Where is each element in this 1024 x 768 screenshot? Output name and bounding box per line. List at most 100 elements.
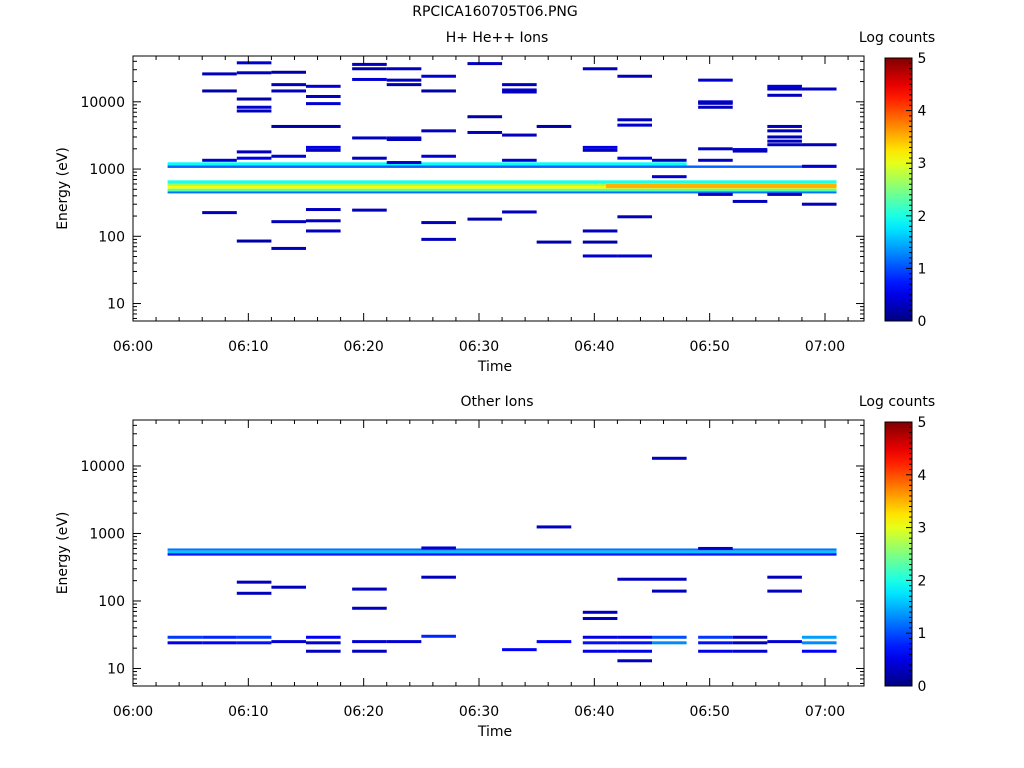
colorbar-tick-label: 0 bbox=[918, 679, 927, 695]
data-cell bbox=[306, 84, 341, 88]
x-tick-label: 06:30 bbox=[459, 339, 499, 355]
data-band bbox=[167, 185, 837, 189]
data-cell bbox=[271, 124, 306, 128]
data-cell bbox=[236, 150, 272, 154]
data-cell bbox=[698, 78, 733, 82]
data-cell bbox=[767, 143, 802, 147]
x-tick-label: 06:40 bbox=[574, 704, 614, 720]
data-cell bbox=[582, 240, 618, 244]
panel-title: H+ He++ Ions bbox=[446, 30, 549, 46]
data-cell bbox=[271, 220, 306, 224]
data-cell bbox=[236, 109, 272, 113]
data-cell bbox=[236, 156, 272, 160]
data-cell bbox=[582, 229, 618, 233]
data-cell bbox=[617, 254, 652, 258]
data-cell bbox=[421, 634, 456, 638]
x-tick-label: 06:00 bbox=[113, 704, 153, 720]
data-cell bbox=[167, 635, 203, 639]
data-cell bbox=[202, 211, 237, 215]
data-band bbox=[167, 188, 837, 192]
data-cell bbox=[202, 158, 237, 162]
data-cell bbox=[536, 640, 572, 644]
data-cell bbox=[652, 577, 687, 581]
figure-title: RPCICA160705T06.PNG bbox=[412, 4, 578, 20]
x-tick-label: 06:10 bbox=[228, 339, 268, 355]
data-cell bbox=[236, 641, 272, 645]
data-cell bbox=[767, 192, 802, 196]
x-tick-label: 06:20 bbox=[343, 339, 383, 355]
colorbar-tick-label: 2 bbox=[918, 573, 927, 589]
data-cell bbox=[732, 649, 768, 653]
data-cell bbox=[617, 635, 652, 639]
data-cell bbox=[698, 158, 733, 162]
data-cell bbox=[306, 635, 341, 639]
data-cell bbox=[386, 136, 422, 140]
data-cell bbox=[421, 129, 456, 133]
data-cell bbox=[271, 89, 306, 93]
x-tick-label: 06:30 bbox=[459, 704, 499, 720]
x-tick-label: 07:00 bbox=[805, 339, 845, 355]
data-cell bbox=[652, 175, 687, 179]
data-cell bbox=[617, 156, 652, 160]
data-cell bbox=[617, 649, 652, 653]
data-cell bbox=[236, 97, 272, 101]
data-band bbox=[167, 548, 837, 551]
data-cell bbox=[306, 229, 341, 233]
data-cell bbox=[421, 575, 456, 579]
data-cell bbox=[698, 192, 733, 196]
data-cell bbox=[767, 139, 802, 143]
data-cell bbox=[732, 148, 768, 152]
colorbar-tick-label: 2 bbox=[918, 209, 927, 225]
data-cell bbox=[617, 74, 652, 78]
x-tick-label: 06:50 bbox=[689, 704, 729, 720]
data-cell bbox=[386, 83, 422, 87]
colorbar-tick-label: 4 bbox=[918, 468, 927, 484]
data-cell bbox=[652, 158, 687, 162]
data-cell bbox=[617, 123, 652, 127]
data-cell bbox=[306, 219, 341, 223]
data-cell bbox=[617, 641, 652, 645]
data-cell bbox=[801, 641, 837, 645]
data-cell bbox=[386, 138, 422, 142]
data-cell bbox=[352, 77, 387, 81]
data-cell bbox=[582, 254, 618, 258]
data-cell bbox=[617, 215, 652, 219]
y-axis-label: Energy (eV) bbox=[55, 512, 71, 595]
data-cell bbox=[236, 591, 272, 595]
colorbar-tick-label: 3 bbox=[918, 156, 927, 172]
data-cell bbox=[467, 62, 503, 66]
y-tick-label: 10000 bbox=[80, 459, 125, 475]
data-cell bbox=[582, 67, 618, 71]
y-axis-label: Energy (eV) bbox=[55, 147, 71, 230]
data-cell bbox=[202, 89, 237, 93]
data-cell bbox=[502, 210, 537, 214]
x-tick-label: 06:40 bbox=[574, 339, 614, 355]
data-cell bbox=[767, 135, 802, 139]
colorbar bbox=[884, 57, 913, 322]
data-band bbox=[167, 180, 837, 184]
x-tick-label: 06:50 bbox=[689, 339, 729, 355]
data-cell bbox=[698, 635, 733, 639]
data-cell bbox=[467, 130, 503, 134]
data-cell bbox=[767, 640, 802, 644]
data-cell bbox=[652, 641, 687, 645]
colorbar-tick-label: 4 bbox=[918, 104, 927, 120]
data-cell bbox=[502, 648, 537, 652]
data-cell bbox=[801, 87, 837, 91]
data-cell bbox=[801, 649, 837, 653]
data-cell bbox=[698, 649, 733, 653]
data-cell bbox=[352, 606, 387, 610]
data-cell bbox=[467, 217, 503, 221]
data-cell bbox=[536, 124, 572, 128]
colorbar-tick-label: 5 bbox=[918, 415, 927, 431]
colorbar-label: Log counts bbox=[859, 30, 935, 46]
data-cell bbox=[271, 83, 306, 87]
data-cell bbox=[202, 641, 237, 645]
data-cell bbox=[352, 649, 387, 653]
data-band bbox=[167, 553, 837, 556]
data-cell bbox=[271, 585, 306, 589]
data-cell bbox=[582, 610, 618, 614]
data-cell bbox=[698, 641, 733, 645]
data-cell bbox=[502, 90, 537, 94]
